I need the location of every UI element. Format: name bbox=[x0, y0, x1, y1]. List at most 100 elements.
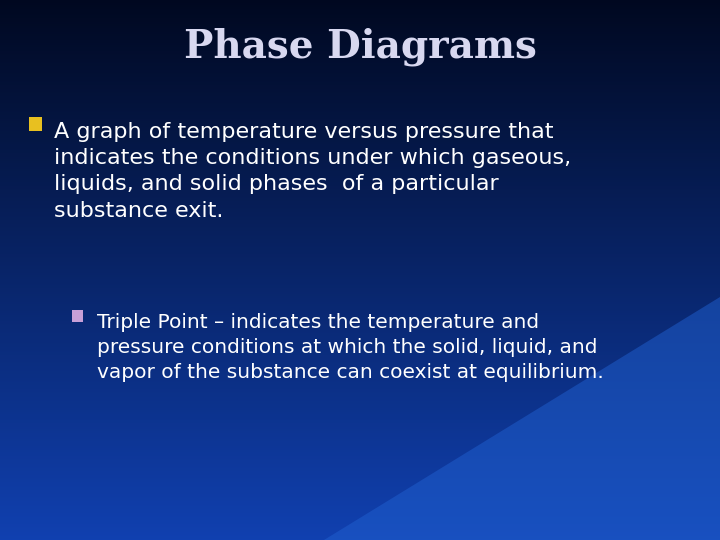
Bar bbox=[0, 191, 720, 192]
Bar bbox=[0, 77, 720, 78]
Bar bbox=[0, 516, 720, 517]
Bar bbox=[0, 246, 720, 247]
Bar bbox=[0, 56, 720, 57]
Bar bbox=[0, 368, 720, 370]
Bar bbox=[0, 82, 720, 84]
Bar bbox=[0, 132, 720, 134]
Bar bbox=[0, 399, 720, 400]
Bar bbox=[0, 350, 720, 351]
Bar bbox=[0, 529, 720, 530]
Bar bbox=[0, 157, 720, 158]
Bar bbox=[0, 514, 720, 516]
Bar bbox=[0, 422, 720, 424]
Bar bbox=[0, 23, 720, 24]
Bar bbox=[0, 302, 720, 303]
Bar bbox=[0, 168, 720, 170]
Bar bbox=[0, 102, 720, 103]
Bar bbox=[0, 303, 720, 305]
Bar bbox=[0, 231, 720, 232]
Bar bbox=[0, 152, 720, 154]
Bar bbox=[0, 54, 720, 56]
Bar bbox=[0, 458, 720, 459]
Bar bbox=[0, 526, 720, 528]
Bar bbox=[0, 448, 720, 449]
Bar bbox=[0, 130, 720, 131]
Bar bbox=[0, 476, 720, 478]
Bar bbox=[0, 62, 720, 63]
Bar bbox=[0, 314, 720, 316]
Bar bbox=[0, 17, 720, 19]
Bar bbox=[0, 3, 720, 4]
Bar bbox=[0, 351, 720, 352]
Bar bbox=[0, 186, 720, 187]
Bar bbox=[0, 165, 720, 166]
Bar bbox=[0, 402, 720, 404]
Bar bbox=[0, 296, 720, 297]
Bar bbox=[0, 384, 720, 386]
Bar bbox=[0, 112, 720, 113]
Bar bbox=[0, 126, 720, 127]
Bar bbox=[0, 135, 720, 136]
Bar bbox=[0, 90, 720, 92]
Bar bbox=[0, 204, 720, 205]
Bar bbox=[0, 338, 720, 339]
Bar bbox=[0, 301, 720, 302]
Bar bbox=[0, 539, 720, 540]
Bar bbox=[0, 389, 720, 390]
Bar bbox=[0, 196, 720, 197]
Bar bbox=[0, 162, 720, 163]
Bar bbox=[0, 536, 720, 537]
Bar bbox=[0, 282, 720, 284]
Bar bbox=[0, 429, 720, 431]
Bar bbox=[0, 57, 720, 58]
Bar bbox=[0, 107, 720, 108]
Bar bbox=[0, 408, 720, 409]
Bar bbox=[0, 32, 720, 33]
Bar bbox=[0, 111, 720, 112]
Bar bbox=[0, 411, 720, 413]
Bar bbox=[0, 242, 720, 243]
Bar bbox=[0, 460, 720, 462]
Bar bbox=[0, 325, 720, 327]
Bar bbox=[0, 224, 720, 226]
Bar bbox=[0, 15, 720, 16]
Bar bbox=[0, 192, 720, 193]
Bar bbox=[0, 420, 720, 421]
Bar bbox=[0, 214, 720, 216]
Bar bbox=[0, 16, 720, 17]
Bar bbox=[0, 39, 720, 40]
Bar bbox=[0, 76, 720, 77]
Bar bbox=[0, 227, 720, 228]
Bar bbox=[0, 321, 720, 322]
Bar bbox=[0, 198, 720, 200]
Bar bbox=[0, 428, 720, 429]
Bar bbox=[0, 211, 720, 212]
Bar bbox=[0, 375, 720, 377]
Bar bbox=[0, 513, 720, 514]
Bar bbox=[0, 480, 720, 481]
Bar bbox=[0, 148, 720, 150]
Bar bbox=[0, 262, 720, 263]
Bar bbox=[0, 258, 720, 259]
Bar bbox=[0, 523, 720, 524]
Bar bbox=[0, 421, 720, 422]
Bar bbox=[0, 256, 720, 258]
Bar bbox=[0, 213, 720, 214]
Bar bbox=[0, 24, 720, 25]
Bar bbox=[0, 382, 720, 383]
Bar bbox=[0, 497, 720, 498]
Bar bbox=[0, 46, 720, 47]
Bar bbox=[0, 359, 720, 361]
Bar bbox=[0, 221, 720, 222]
Bar bbox=[0, 418, 720, 420]
Bar bbox=[0, 177, 720, 178]
Bar bbox=[0, 92, 720, 93]
Bar bbox=[0, 36, 720, 38]
Bar bbox=[0, 22, 720, 23]
Bar bbox=[0, 159, 720, 160]
Bar bbox=[0, 9, 720, 11]
Bar bbox=[0, 163, 720, 165]
Bar bbox=[0, 42, 720, 43]
Bar bbox=[0, 216, 720, 217]
Bar bbox=[0, 275, 720, 276]
